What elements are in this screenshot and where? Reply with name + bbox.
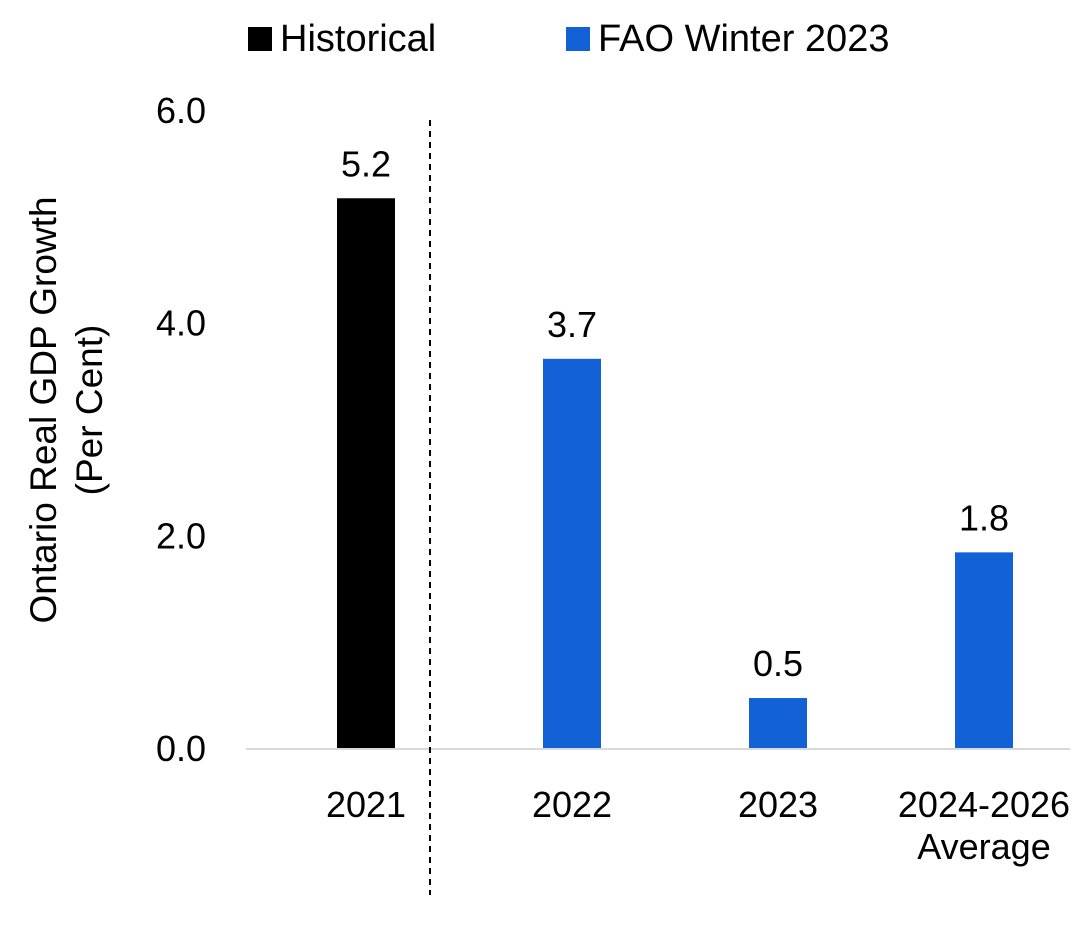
x-tick-label: Average xyxy=(917,826,1050,867)
legend-swatch-fao-winter-2023 xyxy=(566,27,590,51)
legend: Historical FAO Winter 2023 xyxy=(0,14,1092,64)
y-axis-title-line: Ontario Real GDP Growth xyxy=(23,196,64,623)
data-label: 1.8 xyxy=(959,497,1009,538)
legend-label-fao-winter-2023: FAO Winter 2023 xyxy=(598,18,890,60)
bar-2021 xyxy=(337,198,395,749)
y-tick-label: 2.0 xyxy=(156,515,206,556)
data-label: 5.2 xyxy=(341,143,391,184)
x-tick-label: 2023 xyxy=(738,784,818,825)
x-tick-label: 2022 xyxy=(532,784,612,825)
legend-swatch-historical xyxy=(248,27,272,51)
legend-item-fao-winter-2023: FAO Winter 2023 xyxy=(566,14,889,64)
legend-label-historical: Historical xyxy=(280,18,437,60)
x-tick-label: 2024-2026 xyxy=(898,784,1070,825)
legend-item-historical: Historical xyxy=(248,14,436,64)
data-label: 0.5 xyxy=(753,643,803,684)
y-tick-label: 6.0 xyxy=(156,90,206,131)
y-tick-label: 0.0 xyxy=(156,728,206,769)
bar-2023 xyxy=(749,698,807,748)
data-label: 3.7 xyxy=(547,304,597,345)
bar-2024-2026 xyxy=(955,552,1013,748)
y-tick-label: 4.0 xyxy=(156,303,206,344)
bar-2022 xyxy=(543,358,601,748)
x-tick-label: 2021 xyxy=(326,784,406,825)
y-axis-title-line: (Per Cent) xyxy=(69,325,110,496)
